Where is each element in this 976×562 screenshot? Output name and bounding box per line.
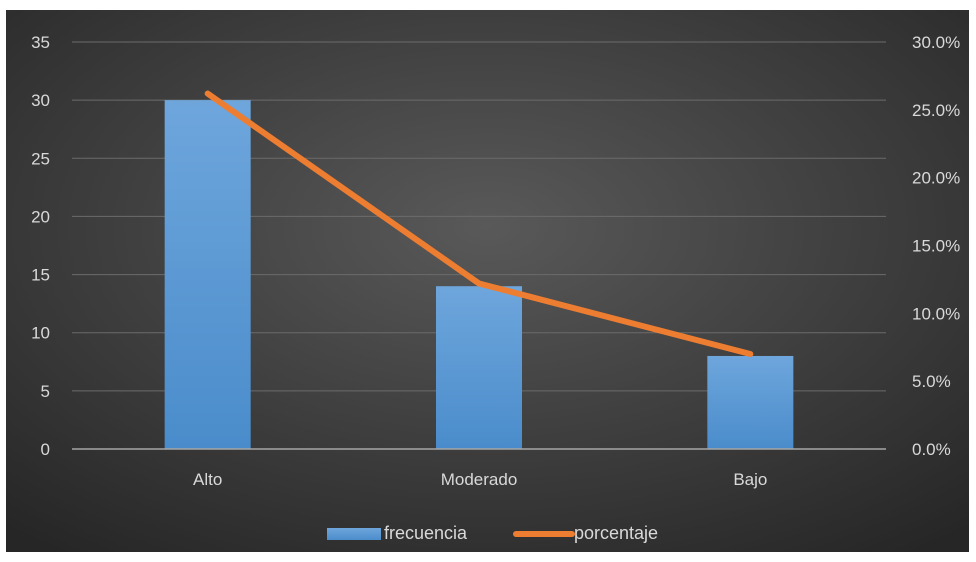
combo-chart: 0 5 10 15 20 25 30 35 0.0% 5.0% 10.0% 15.0% 20.0% 25… — [6, 10, 969, 552]
y-right-tick-label: 15.0% — [912, 237, 960, 256]
x-axis: Alto Moderado Bajo — [72, 448, 886, 489]
legend-swatch-frecuencia — [327, 528, 381, 540]
legend: frecuencia porcentaje — [327, 523, 658, 543]
y-axis-right: 0.0% 5.0% 10.0% 15.0% 20.0% 25.0% 30.0% — [912, 33, 960, 459]
y-right-tick-label: 10.0% — [912, 304, 960, 323]
x-tick-label: Moderado — [441, 470, 518, 489]
y-left-tick-label: 20 — [31, 207, 50, 226]
y-left-tick-label: 15 — [31, 266, 50, 285]
bar-alto — [164, 100, 251, 450]
y-left-tick-label: 0 — [41, 440, 50, 459]
y-right-tick-label: 25.0% — [912, 101, 960, 120]
y-left-tick-label: 5 — [41, 382, 50, 401]
y-right-tick-label: 0.0% — [912, 440, 951, 459]
y-left-tick-label: 30 — [31, 91, 50, 110]
bar-bajo — [707, 355, 794, 449]
chart-svg: 0 5 10 15 20 25 30 35 0.0% 5.0% 10.0% 15.0% 20.0% 25… — [6, 10, 969, 552]
y-axis-left: 0 5 10 15 20 25 30 35 — [31, 33, 50, 459]
point-porcentaje — [207, 93, 209, 95]
legend-label-porcentaje: porcentaje — [574, 523, 658, 543]
y-left-tick-label: 10 — [31, 324, 50, 343]
point-porcentaje — [749, 353, 751, 355]
x-tick-label: Bajo — [733, 470, 767, 489]
bar-series-frecuencia — [164, 100, 794, 450]
x-tick-label: Alto — [193, 470, 222, 489]
y-right-tick-label: 30.0% — [912, 33, 960, 52]
y-left-tick-label: 35 — [31, 33, 50, 52]
y-left-tick-label: 25 — [31, 149, 50, 168]
point-porcentaje — [478, 282, 480, 284]
y-right-tick-label: 20.0% — [912, 169, 960, 188]
legend-label-frecuencia: frecuencia — [384, 523, 468, 543]
line-series-porcentaje — [204, 90, 754, 358]
bar-moderado — [436, 286, 522, 449]
y-right-tick-label: 5.0% — [912, 372, 951, 391]
